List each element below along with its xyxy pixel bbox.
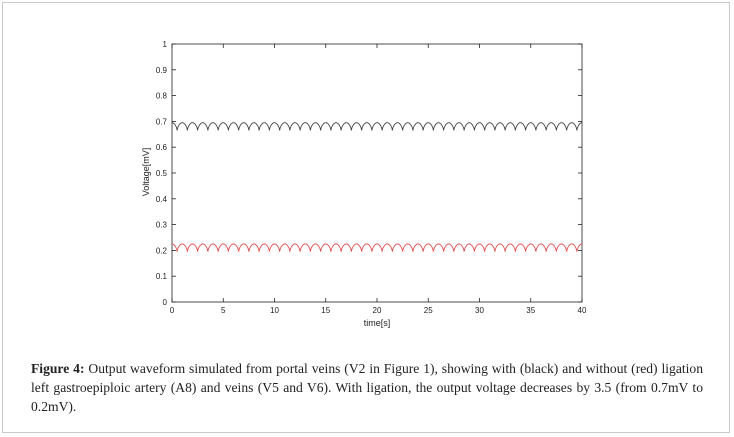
x-tick-label: 40 (578, 306, 587, 315)
x-tick-label: 35 (526, 306, 535, 315)
series-line-1 (171, 243, 583, 252)
y-tick-label: 1 (163, 40, 168, 49)
caption-text: Output waveform simulated from portal ve… (31, 361, 704, 414)
y-tick-label: 0.7 (156, 117, 168, 126)
y-tick-label: 0.4 (156, 195, 168, 204)
waveform-chart: 0 5 10 15 20 25 30 35 40 0 0.1 0.2 0.3 0.4 0.5 0.6 0.7 0.… (141, 40, 587, 328)
plot-area: 0 5 10 15 20 25 30 35 40 0 0.1 0.2 0.3 0.4 0.5 0.6 0.7 0.… (156, 40, 587, 315)
x-tick-label: 15 (321, 306, 330, 315)
x-tick-label: 0 (170, 306, 175, 315)
y-tick-label: 0 (163, 298, 168, 307)
x-tick-label: 5 (221, 306, 226, 315)
figure-caption: Figure 4: Output waveform simulated from… (31, 359, 703, 416)
figure-frame (2, 2, 730, 433)
y-tick-label: 0.9 (156, 66, 168, 75)
y-tick-label: 0.8 (156, 92, 168, 101)
caption-label: Figure 4: (31, 361, 85, 376)
series-line-0 (171, 122, 583, 131)
x-axis-label: time[s] (364, 318, 391, 328)
x-tick-label: 30 (475, 306, 484, 315)
x-tick-label: 10 (270, 306, 279, 315)
y-tick-label: 0.2 (156, 246, 168, 255)
axes-box (171, 43, 583, 303)
y-tick-label: 0.5 (156, 169, 168, 178)
x-tick-label: 25 (424, 306, 433, 315)
y-tick-label: 0.6 (156, 143, 168, 152)
y-axis-label: Voltage[mV] (141, 148, 151, 197)
x-tick-label: 20 (373, 306, 382, 315)
y-tick-label: 0.3 (156, 221, 168, 230)
y-tick-label: 0.1 (156, 272, 168, 281)
